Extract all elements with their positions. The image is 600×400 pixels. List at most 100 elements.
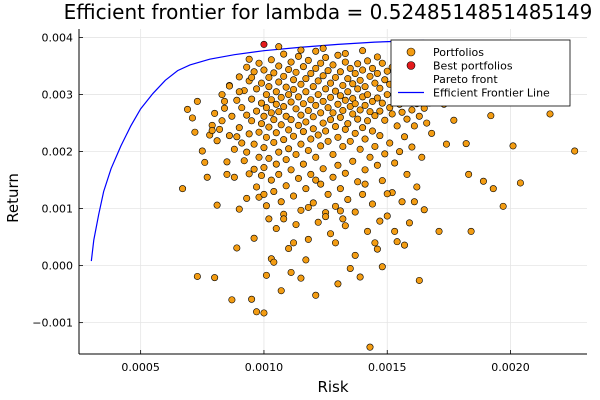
portfolio-point	[516, 179, 524, 187]
portfolio-point	[415, 112, 423, 120]
portfolio-point	[336, 207, 344, 215]
portfolio-point	[287, 98, 295, 106]
portfolio-point	[304, 235, 312, 243]
portfolio-point	[294, 52, 302, 60]
portfolio-point	[314, 91, 322, 99]
y-tick-label: 0.002	[42, 146, 74, 159]
portfolio-point	[354, 60, 362, 68]
portfolio-point	[346, 264, 354, 272]
portfolio-point	[299, 63, 307, 71]
portfolio-point	[307, 170, 315, 178]
portfolio-point	[260, 144, 268, 152]
portfolio-point	[344, 88, 352, 96]
portfolio-point	[408, 106, 416, 114]
portfolio-point	[378, 177, 386, 185]
portfolio-point	[302, 256, 310, 264]
portfolio-point	[364, 91, 372, 99]
portfolio-point	[420, 206, 428, 214]
portfolio-point	[243, 111, 251, 119]
portfolio-point	[290, 132, 298, 140]
portfolio-point	[304, 56, 312, 64]
portfolio-point	[364, 117, 372, 125]
portfolio-point	[388, 110, 396, 118]
frontier-line-layer	[90, 39, 425, 262]
portfolio-point	[285, 145, 293, 153]
portfolio-point	[349, 80, 357, 88]
portfolio-point	[260, 112, 268, 120]
portfolio-point	[304, 146, 312, 154]
portfolio-point	[329, 150, 337, 158]
portfolio-point	[442, 140, 450, 148]
portfolio-point	[282, 182, 290, 190]
portfolio-point	[307, 96, 315, 104]
portfolio-point	[376, 84, 384, 92]
portfolio-point	[354, 115, 362, 123]
portfolio-point	[265, 73, 273, 81]
portfolio-point	[280, 72, 288, 80]
portfolio-point	[265, 123, 273, 131]
portfolio-point	[509, 142, 517, 150]
portfolio-point	[349, 110, 357, 118]
portfolio-point	[341, 58, 349, 66]
portfolio-point	[324, 104, 332, 112]
portfolio-point	[366, 72, 374, 80]
portfolio-point	[262, 271, 270, 279]
portfolio-point	[243, 63, 251, 71]
portfolio-point	[257, 172, 265, 180]
portfolio-point	[250, 68, 258, 76]
portfolio-point	[383, 212, 391, 220]
portfolio-point	[245, 55, 253, 63]
portfolio-point	[331, 87, 339, 95]
portfolio-point	[373, 94, 381, 102]
portfolio-point	[465, 170, 473, 178]
portfolio-point	[391, 159, 399, 167]
best-portfolio-point	[260, 40, 268, 48]
portfolio-point	[319, 72, 327, 80]
portfolio-point	[334, 280, 342, 288]
portfolio-point	[319, 119, 327, 127]
portfolio-point	[334, 133, 342, 141]
portfolio-point	[346, 64, 354, 72]
portfolio-point	[223, 158, 231, 166]
portfolio-point	[371, 239, 379, 247]
portfolio-point	[262, 133, 270, 141]
portfolio-point	[368, 127, 376, 135]
legend-marker	[406, 47, 416, 57]
portfolio-point	[383, 190, 391, 198]
portfolio-point	[275, 78, 283, 86]
portfolio-point	[270, 188, 278, 196]
portfolio-point	[314, 77, 322, 85]
portfolio-point	[275, 170, 283, 178]
x-axis-label: Risk	[317, 378, 348, 396]
portfolio-point	[299, 100, 307, 108]
portfolio-point	[304, 107, 312, 115]
x-tick-label: 0.0015	[368, 361, 407, 374]
portfolio-point	[356, 76, 364, 84]
portfolio-point	[240, 157, 248, 165]
portfolio-point	[418, 153, 426, 161]
portfolio-point	[188, 114, 196, 122]
portfolio-point	[290, 76, 298, 84]
portfolio-point	[371, 142, 379, 150]
portfolio-point	[317, 180, 325, 188]
portfolio-point	[285, 245, 293, 253]
portfolio-point	[253, 308, 261, 316]
portfolio-point	[341, 96, 349, 104]
portfolio-point	[238, 104, 246, 112]
portfolio-point	[290, 239, 298, 247]
portfolio-point	[257, 79, 265, 87]
portfolio-point	[368, 97, 376, 105]
portfolio-point	[376, 132, 384, 140]
legend-entry-label: Portfolios	[433, 46, 484, 59]
portfolio-point	[327, 116, 335, 124]
portfolio-point	[265, 215, 273, 223]
portfolio-point	[228, 112, 236, 120]
portfolio-point	[290, 192, 298, 200]
portfolio-point	[324, 190, 332, 198]
portfolio-point	[398, 198, 406, 206]
portfolio-point	[270, 258, 278, 266]
portfolio-point	[245, 170, 253, 178]
portfolio-point	[282, 112, 290, 120]
portfolio-point	[260, 66, 268, 74]
